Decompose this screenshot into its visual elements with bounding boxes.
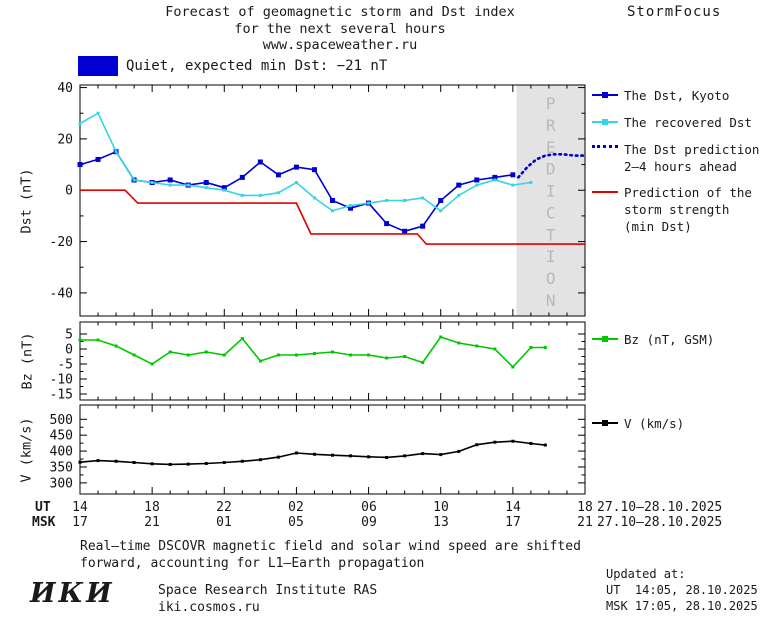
y-tick-label: -5 xyxy=(57,358,73,373)
prediction-watermark-letter: N xyxy=(546,291,556,310)
msk-axis-label: MSK xyxy=(32,515,56,530)
msk-tick: 21 xyxy=(577,515,593,530)
v-y-axis-label: V (km/s) xyxy=(19,416,35,483)
prediction-watermark-letter: R xyxy=(546,116,556,135)
ut-tick: 14 xyxy=(505,500,521,515)
y-tick-label: -20 xyxy=(50,235,73,250)
ut-tick: 02 xyxy=(288,500,304,515)
msk-tick: 21 xyxy=(144,515,160,530)
y-tick-label: 350 xyxy=(50,460,73,475)
ut-tick: 14 xyxy=(72,500,88,515)
legend-item-dst-prediction: The Dst prediction 2–4 hours ahead xyxy=(592,141,759,175)
y-tick-label: 300 xyxy=(50,476,73,491)
legend-item-v: V (km/s) xyxy=(592,415,684,432)
y-tick-label: 0 xyxy=(65,343,73,358)
x-axis-msk-row: MSK 17 21 01 05 09 13 17 21 27.10–28.10.… xyxy=(0,515,760,530)
legend-item-storm-strength: Prediction of the storm strength (min Ds… xyxy=(592,184,752,235)
legend-label: Prediction of the storm strength (min Ds… xyxy=(624,185,752,234)
updated-at-label: Updated at: xyxy=(606,567,686,581)
footnote-line-2: forward, accounting for L1–Earth propaga… xyxy=(80,556,425,571)
dst-prediction-marker xyxy=(592,143,618,156)
recovered-dst-marker xyxy=(592,116,618,129)
title-line-2: for the next several hours xyxy=(234,20,446,37)
panel-bz: 50-5-10-15 xyxy=(50,321,586,403)
series-dst-kyoto xyxy=(79,150,514,233)
legend-item-dst-kyoto: The Dst, Kyoto xyxy=(592,87,729,104)
y-tick-label: 40 xyxy=(57,81,73,96)
ut-tick: 10 xyxy=(433,500,449,515)
status-row: Quiet, expected min Dst: −21 nT xyxy=(78,55,387,76)
y-tick-label: 400 xyxy=(50,445,73,460)
status-text: Quiet, expected min Dst: −21 nT xyxy=(126,57,388,74)
quiet-level-swatch xyxy=(78,55,118,76)
legend-label: The Dst prediction 2–4 hours ahead xyxy=(624,142,760,174)
prediction-watermark-letter: D xyxy=(546,160,556,179)
series-dst-prediction xyxy=(516,153,587,179)
msk-tick: 05 xyxy=(288,515,304,530)
prediction-region xyxy=(516,85,585,316)
y-tick-label: 0 xyxy=(65,184,73,199)
prediction-watermark-letter: O xyxy=(546,269,556,288)
prediction-watermark-letter: T xyxy=(546,225,556,244)
legend-label: The recovered Dst xyxy=(624,115,752,130)
institute-name: Space Research Institute RAS xyxy=(158,583,378,598)
ut-tick: 18 xyxy=(577,500,593,515)
y-tick-label: -40 xyxy=(50,286,73,301)
prediction-watermark-letter: E xyxy=(546,138,556,157)
brand-stormfocus: StormFocus xyxy=(627,4,722,20)
y-tick-label: 20 xyxy=(57,132,73,147)
bz-y-axis-label: Bz (nT) xyxy=(19,332,35,390)
y-tick-label: -15 xyxy=(50,388,73,403)
legend-label: Bz (nT, GSM) xyxy=(624,332,715,347)
msk-tick: 13 xyxy=(433,515,449,530)
legend-label: The Dst, Kyoto xyxy=(624,88,730,103)
ut-tick: 22 xyxy=(216,500,232,515)
updated-msk-time: MSK 17:05, 28.10.2025 xyxy=(606,599,758,613)
prediction-watermark-letter: P xyxy=(546,94,556,113)
series-dst-recovered xyxy=(79,112,532,212)
legend-item-recovered-dst: The recovered Dst xyxy=(592,114,752,131)
storm-strength-marker xyxy=(592,186,618,199)
msk-tick: 17 xyxy=(72,515,88,530)
y-tick-label: 5 xyxy=(65,328,73,343)
msk-tick: 01 xyxy=(216,515,232,530)
dst-kyoto-marker xyxy=(592,89,618,102)
institute-site-url: iki.cosmos.ru xyxy=(158,600,260,615)
series-storm-strength xyxy=(80,189,585,245)
y-tick-label: 450 xyxy=(50,429,73,444)
x-axis-ut-row: UT 14 18 22 02 06 10 14 18 27.10–28.10.2… xyxy=(0,500,760,515)
legend-label: V (km/s) xyxy=(624,416,685,431)
title-site-url: www.spaceweather.ru xyxy=(262,37,418,53)
series-bz-gsm xyxy=(80,336,546,369)
msk-date-range: 27.10–28.10.2025 xyxy=(597,515,723,530)
page-title: Forecast of geomagnetic storm and Dst in… xyxy=(80,4,600,54)
prediction-watermark-letter: I xyxy=(546,247,556,266)
updated-ut-time: UT 14:05, 28.10.2025 xyxy=(606,583,758,597)
y-tick-label: -10 xyxy=(50,373,73,388)
iki-logo: ИКИ xyxy=(30,578,115,609)
msk-tick: 17 xyxy=(505,515,521,530)
ut-date-range: 27.10–28.10.2025 xyxy=(597,500,723,515)
y-tick-label: 500 xyxy=(50,413,73,428)
title-line-1: Forecast of geomagnetic storm and Dst in… xyxy=(165,4,515,20)
ut-tick: 06 xyxy=(361,500,377,515)
bz-marker xyxy=(592,333,618,346)
legend-item-bz: Bz (nT, GSM) xyxy=(592,331,714,348)
v-marker xyxy=(592,417,618,430)
prediction-watermark-letter: C xyxy=(546,203,556,222)
prediction-watermark-letter: I xyxy=(546,182,556,201)
dst-y-axis-label: Dst (nT) xyxy=(19,167,35,234)
ut-tick: 18 xyxy=(144,500,160,515)
msk-tick: 09 xyxy=(361,515,377,530)
footnote-line-1: Real–time DSCOVR magnetic field and sola… xyxy=(80,539,581,554)
ut-axis-label: UT xyxy=(35,500,51,515)
